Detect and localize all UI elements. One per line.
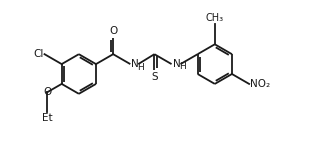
Text: O: O (43, 87, 51, 97)
Text: O: O (109, 26, 117, 36)
Text: S: S (151, 72, 158, 82)
Text: N: N (131, 59, 139, 69)
Text: H: H (137, 63, 144, 72)
Text: Et: Et (42, 113, 52, 123)
Text: NO₂: NO₂ (250, 79, 270, 89)
Text: N: N (173, 59, 180, 69)
Text: Cl: Cl (33, 49, 43, 59)
Text: CH₃: CH₃ (206, 13, 224, 24)
Text: H: H (179, 62, 186, 71)
